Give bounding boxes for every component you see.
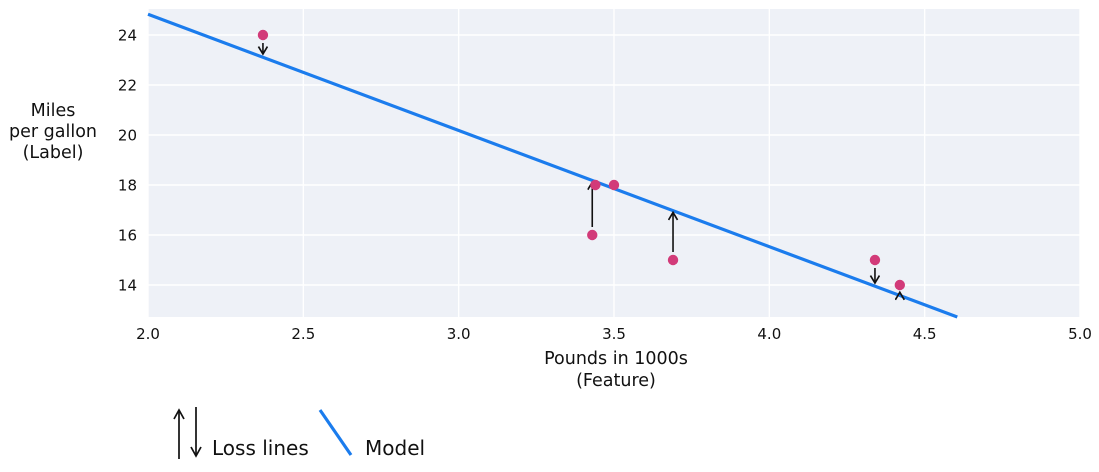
loss-lines-icon xyxy=(173,407,202,459)
data-point xyxy=(257,29,269,41)
data-point xyxy=(894,279,906,291)
y-tick-label: 22 xyxy=(118,77,137,95)
data-point xyxy=(587,229,598,241)
y-tick-label: 20 xyxy=(118,127,137,145)
data-point xyxy=(869,254,881,266)
legend-model-label: Model xyxy=(365,436,426,460)
x-tick-label: 5.0 xyxy=(1068,325,1092,343)
y-tick-label: 24 xyxy=(118,27,137,45)
x-axis-label-line-1: Pounds in 1000s xyxy=(544,349,688,369)
x-axis-label-line-2: (Feature) xyxy=(576,371,656,391)
model-line-icon xyxy=(318,409,353,456)
y-axis-label-line-1: Miles xyxy=(30,101,76,121)
model-line xyxy=(147,12,958,319)
y-tick-label: 16 xyxy=(118,227,137,245)
data-point xyxy=(667,254,679,266)
legend-loss-lines-label: Loss lines xyxy=(212,436,309,460)
x-tick-label: 2.5 xyxy=(291,325,315,343)
x-tick-label: 3.0 xyxy=(447,325,471,343)
y-tick-label: 14 xyxy=(118,277,137,295)
up-arrow-icon xyxy=(173,408,185,459)
y-axis-label-line-3: (Label) xyxy=(22,143,84,163)
y-axis-label: Miles per gallon (Label) xyxy=(0,101,106,164)
data-point xyxy=(608,179,620,191)
x-tick-label: 2.0 xyxy=(136,325,160,343)
x-tick-label: 4.5 xyxy=(913,325,937,343)
y-axis-label-line-2: per gallon xyxy=(9,122,97,142)
y-tick-label: 18 xyxy=(118,177,137,195)
x-tick-label: 4.0 xyxy=(757,325,781,343)
data-point xyxy=(590,179,601,191)
down-arrow-icon xyxy=(190,407,202,458)
x-axis-label: Pounds in 1000s (Feature) xyxy=(416,348,816,392)
x-tick-label: 3.5 xyxy=(602,325,626,343)
